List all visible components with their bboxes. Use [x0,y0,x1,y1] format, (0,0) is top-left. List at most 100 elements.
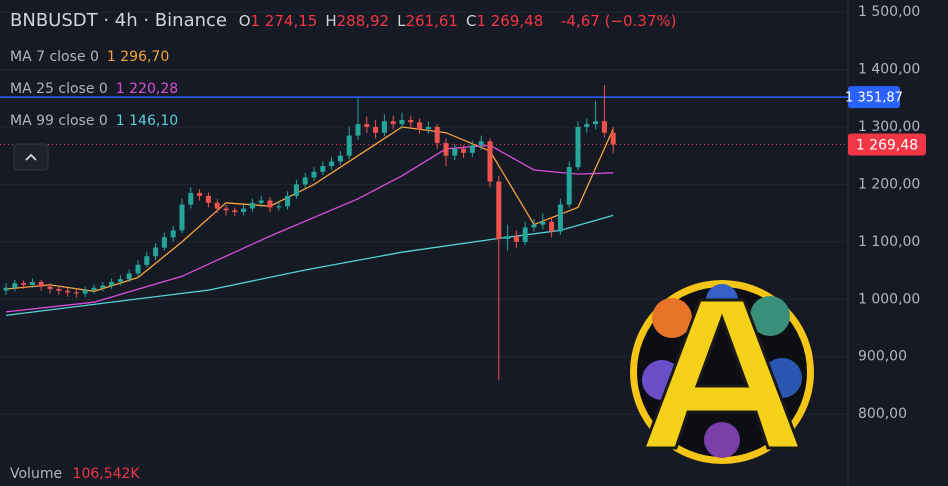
candle-body [478,141,484,146]
candle-body [153,247,159,257]
candle-body [557,204,563,232]
y-tick-label: 1 200,00 [858,176,920,192]
candle-body [126,273,132,280]
volume-label: Volume [10,466,63,482]
candle-body [100,285,106,288]
ma-legend-row: MA 7 close 0 1 296,70 [10,49,177,65]
candle-body [610,132,616,145]
candle-body [267,200,273,208]
candle-body [73,292,79,294]
collapse-button[interactable] [13,143,49,171]
candle-body [452,148,458,156]
ma-value: 1 296,70 [106,49,170,65]
candle-body [549,221,555,232]
ma-line [5,144,614,313]
y-tick-label: 1 100,00 [858,234,920,250]
y-tick-label: 900,00 [858,349,907,365]
candle-body [179,204,185,231]
candle-body [117,279,123,283]
logo-coin [750,296,790,336]
candle-body [417,122,423,130]
price-tag [848,86,900,109]
candle-body [320,166,326,172]
candle-body [3,287,9,291]
ma-value: 1 220,28 [115,81,179,97]
candle-body [443,143,449,156]
change: -4,67 (−0.37%) [560,12,677,30]
y-tick-label: 800,00 [858,406,907,422]
header: BNBUSDT · 4h · Binance O1 274,15 H288,92 L… [10,10,677,31]
candle-body [381,121,387,133]
candle-body [399,120,405,125]
ohlc-value: 1 269,48 [476,12,544,30]
candle-body [47,286,53,289]
chevron-up [25,153,37,161]
candle-body [232,210,238,212]
candle-body [601,121,607,133]
candle-body [109,282,115,286]
candle-body [566,167,572,205]
candle-body [276,206,282,208]
logo-coin [704,422,740,458]
logo-coin [652,298,692,338]
candle-body [214,202,220,209]
ma-name: MA 99 close 0 [10,113,108,129]
candle-body [505,236,511,239]
y-tick-label: 1 500,00 [858,4,920,20]
candle-body [302,177,308,185]
candle-body [311,171,317,178]
candle-body [390,121,396,125]
ma-legend-row: MA 99 close 0 1 146,10 [10,113,186,129]
ohlc-value: 288,92 [336,12,390,30]
candle-body [205,195,211,203]
candle-body [188,193,194,205]
ma-legend-row: MA 25 close 0 1 220,28 [10,81,186,97]
candle-body [434,126,440,144]
ma-name: MA 7 close 0 [10,49,99,65]
logo [630,280,814,464]
logo-letter [641,298,803,450]
price-tag [848,133,926,156]
candle-body [241,208,247,212]
candle-body [513,236,519,242]
candle-body [496,181,502,239]
candle-body [355,124,361,136]
candle-body [21,283,27,285]
candle-body [461,148,467,153]
candle-body [293,184,299,196]
y-tick-label: 1 400,00 [858,62,920,78]
candle-body [337,155,343,162]
candle-body [56,288,62,291]
candle-body [487,141,493,182]
candle-body [346,135,352,156]
y-tick-label: 1 000,00 [858,291,920,307]
candle-body [135,264,141,274]
ohlc-value: 1 274,15 [250,12,318,30]
candle-body [29,282,35,285]
volume-value: 106,542K [72,466,140,482]
ohlc: O1 274,15 H288,92 L261,61 C1 269,48 [239,12,552,30]
ohlc-value: 261,61 [405,12,458,30]
candle-body [522,227,528,242]
candle-body [364,124,370,127]
candle-body [258,200,264,203]
ma-name: MA 25 close 0 [10,81,108,97]
candle-body [65,290,71,293]
candle-body [12,283,18,288]
ohlc-label: H [325,12,337,30]
symbol-title: BNBUSDT · 4h · Binance [10,10,227,31]
candle-body [91,287,97,291]
candle-body [197,193,203,196]
candle-body [593,121,599,125]
candle-body [425,126,431,130]
candle-body [531,224,537,228]
candle-body [144,256,150,265]
ohlc-label: C [465,12,477,30]
button-bg[interactable] [13,143,49,171]
candle-body [249,202,255,209]
volume-legend: Volume 106,542K [10,466,140,482]
candle-body [575,126,581,168]
candle-body [373,126,379,133]
